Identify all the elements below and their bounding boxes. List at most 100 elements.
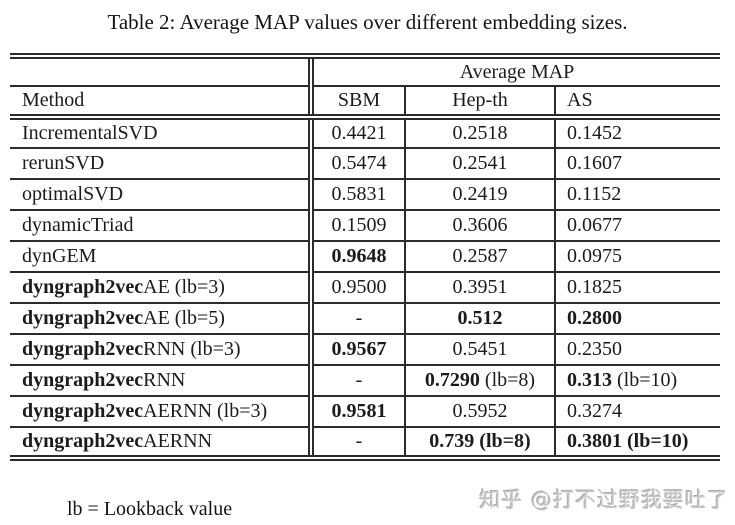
text: 0.1607 [567,152,622,174]
value-cell: 0.1152 [554,179,720,211]
table-body: IncrementalSVD 0.4421 0.2518 0.1452 rerunSVD… [10,117,720,461]
text: AE (lb=3) [143,276,225,298]
value-cell: 0.4421 [308,117,405,149]
method-cell: dyngraph2vecRNN [10,365,311,397]
method-cell: IncrementalSVD [10,117,311,149]
bold-text: 0.7290 [424,369,480,391]
value-cell: 0.9500 [308,272,405,304]
method-cell: dyngraph2vecAERNN (lb=3) [10,396,311,428]
column-header-row: Method SBM Hep-th AS [10,86,720,120]
text: - [355,430,363,452]
results-table: Average MAP Method SBM Hep-th AS Increme… [10,53,720,461]
text: RNN (lb=3) [143,338,241,360]
value-cell: 0.313 (lb=10) [554,365,720,397]
method-cell: dynamicTriad [10,210,311,242]
text: 0.5952 [452,400,508,422]
column-header-sbm: SBM [308,86,405,120]
text: 0.3951 [452,276,508,298]
table-row: dyngraph2vecAERNN (lb=3) 0.9581 0.5952 0.32… [10,396,720,428]
column-header-as: AS [554,86,720,120]
value-cell: 0.2800 [554,303,720,335]
table-row: dyngraph2vecRNN (lb=3) 0.9567 0.5451 0.2350 [10,334,720,366]
value-cell: 0.1452 [554,117,720,149]
watermark: 知乎 @打不过野我要吐了 [479,488,729,512]
value-cell: 0.3801 (lb=10) [554,427,720,461]
method-cell: dynGEM [10,241,311,273]
value-cell: 0.739 (lb=8) [404,427,555,461]
text: 0.3274 [567,400,622,422]
table-row: dyngraph2vecAE (lb=5) - 0.512 0.2800 [10,303,720,335]
value-cell: 0.1509 [308,210,405,242]
value-cell: 0.2518 [404,117,555,149]
text: 0.5474 [331,152,387,174]
value-cell: 0.5451 [404,334,555,366]
text: 0.9500 [331,276,387,298]
bold-text: dyngraph2vec [22,338,144,360]
value-cell: 0.0677 [554,210,720,242]
value-cell: 0.1825 [554,272,720,304]
text: AERNN (lb=3) [143,400,268,422]
value-cell: 0.5474 [308,148,405,180]
value-cell: 0.512 [404,303,555,335]
group-header-row: Average MAP [10,53,720,87]
value-cell: 0.5831 [308,179,405,211]
method-cell: dyngraph2vecAE (lb=5) [10,303,311,335]
text: 0.2518 [452,122,508,144]
value-cell: 0.2541 [404,148,555,180]
bold-text: 0.9648 [331,245,387,267]
text: 0.5451 [452,338,508,360]
table-row: dynGEM 0.9648 0.2587 0.0975 [10,241,720,273]
bold-text: 0.3801 (lb=10) [567,430,689,452]
method-cell: dyngraph2vecAE (lb=3) [10,272,311,304]
text: RNN [143,369,186,391]
text: 0.5831 [331,183,387,205]
text: 0.0975 [567,245,622,267]
table-row: optimalSVD 0.5831 0.2419 0.1152 [10,179,720,211]
table-row: dyngraph2vecRNN -0.7290 (lb=8) 0.313 (lb=1… [10,365,720,397]
text: - [355,307,363,329]
value-cell: 0.9648 [308,241,405,273]
bold-text: dyngraph2vec [22,369,144,391]
table-header: Average MAP Method SBM Hep-th AS [10,53,720,120]
value-cell: 0.1607 [554,148,720,180]
bold-text: 0.739 (lb=8) [429,430,531,452]
text: 0.1452 [567,122,622,144]
method-cell: dyngraph2vecAERNN [10,427,311,461]
text: 0.2350 [567,338,622,360]
table-row: IncrementalSVD 0.4421 0.2518 0.1452 [10,117,720,149]
table-caption: Table 2: Average MAP values over differe… [107,10,628,34]
value-cell: 0.2419 [404,179,555,211]
text: 0.1152 [567,183,622,205]
text: rerunSVD [22,152,105,174]
empty-header-cell [10,53,311,87]
bold-text: 0.9567 [331,338,387,360]
bold-text: dyngraph2vec [22,276,144,298]
text: 0.4421 [331,122,387,144]
bold-text: dyngraph2vec [22,400,144,422]
group-header-cell: Average MAP [308,53,720,87]
value-cell: - [308,365,405,397]
value-cell: 0.3606 [404,210,555,242]
text: AE (lb=5) [143,307,225,329]
column-header-hepth: Hep-th [404,86,555,120]
text: - [355,369,363,391]
text: 0.0677 [567,214,622,236]
method-cell: rerunSVD [10,148,311,180]
value-cell: 0.9581 [308,396,405,428]
text: 0.2541 [452,152,508,174]
text: 0.3606 [452,214,508,236]
table-row: dynamicTriad 0.1509 0.3606 0.0677 [10,210,720,242]
value-cell: 0.3274 [554,396,720,428]
bold-text: 0.512 [457,307,503,329]
table-row: dyngraph2vecAE (lb=3) 0.9500 0.3951 0.1825 [10,272,720,304]
bold-text: dyngraph2vec [22,430,144,452]
method-cell: optimalSVD [10,179,311,211]
value-cell: - [308,427,405,461]
value-cell: 0.5952 [404,396,555,428]
value-cell: 0.0975 [554,241,720,273]
text: (lb=10) [612,369,678,391]
bold-text: 0.313 [567,369,612,391]
text: 0.2419 [452,183,508,205]
text: dynamicTriad [22,214,134,236]
value-cell: 0.9567 [308,334,405,366]
